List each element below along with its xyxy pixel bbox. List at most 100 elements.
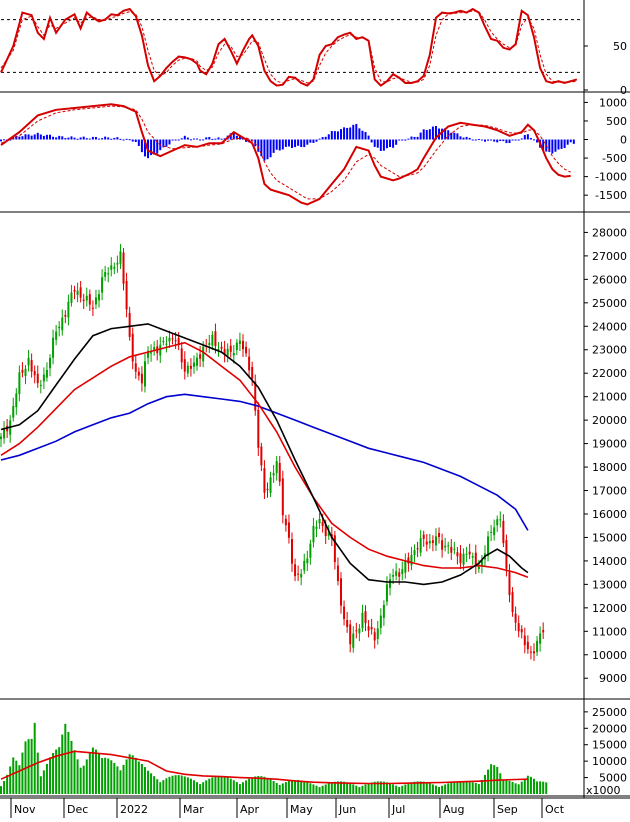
volume-bar: [107, 758, 110, 794]
macd-histogram-bar: [168, 139, 171, 145]
price-candle-body: [52, 337, 55, 358]
price-candle-body: [150, 352, 153, 354]
price-y-tick-label: 26000: [592, 273, 627, 286]
macd-histogram-bar: [171, 139, 174, 141]
price-candle-body: [269, 477, 272, 493]
volume-bar: [245, 780, 248, 794]
volume-bar: [232, 780, 235, 794]
macd-histogram-bar: [569, 139, 572, 143]
volume-bar: [208, 778, 211, 794]
macd-histogram-bar: [15, 135, 18, 140]
macd-histogram-bar: [85, 138, 88, 140]
x-tick-label: Apr: [240, 803, 260, 816]
price-candle-body: [91, 307, 94, 309]
price-candle-body: [318, 518, 321, 524]
price-candle-body: [487, 536, 490, 557]
volume-bar: [122, 764, 125, 794]
macd-histogram-bar: [514, 139, 517, 141]
price-candle-body: [15, 393, 18, 408]
volume-bar: [180, 775, 183, 794]
price-y-tick-label: 14000: [592, 555, 627, 568]
macd-histogram-bar: [303, 139, 306, 148]
volume-bar: [474, 782, 477, 794]
price-candle-body: [496, 519, 499, 526]
volume-bar: [361, 785, 364, 794]
macd-histogram-bar: [392, 139, 395, 148]
macd-y-tick-label: 0: [620, 134, 627, 147]
price-candle-body: [177, 337, 180, 345]
price-candle-body: [480, 560, 483, 566]
macd-histogram-bar: [483, 139, 486, 142]
price-candle-body: [70, 292, 73, 303]
macd-histogram-bar: [536, 139, 539, 143]
macd-histogram-bar: [220, 138, 223, 140]
volume-bar: [493, 765, 496, 794]
macd-histogram-bar: [70, 136, 73, 140]
macd-histogram-bar: [379, 139, 382, 151]
volume-bar: [137, 761, 140, 794]
macd-histogram-bar: [88, 138, 91, 140]
macd-histogram-bar: [551, 139, 554, 154]
macd-histogram-bar: [94, 136, 97, 140]
volume-bar: [511, 781, 514, 794]
price-candle-body: [539, 633, 542, 644]
macd-histogram-bar: [309, 139, 312, 143]
price-candle-body: [493, 527, 496, 536]
volume-bar: [477, 784, 480, 794]
volume-bar: [140, 763, 143, 794]
price-candle-body: [438, 532, 441, 537]
macd-histogram-bar: [330, 131, 333, 140]
macd-histogram-bar: [511, 139, 514, 141]
volume-bar: [125, 759, 128, 794]
macd-histogram-bar: [116, 137, 119, 140]
volume-bar: [419, 781, 422, 794]
macd-histogram-bar: [223, 138, 226, 140]
macd-histogram-bar: [241, 138, 244, 140]
macd-histogram-bar: [287, 139, 290, 147]
macd-histogram-bar: [413, 136, 416, 140]
macd-histogram-bar: [263, 139, 266, 161]
price-candle-body: [189, 365, 192, 369]
price-candle-body: [263, 468, 266, 493]
volume-bar: [291, 780, 293, 794]
price-candle-body: [287, 522, 290, 538]
price-candle-body: [416, 548, 419, 550]
price-candle-body: [300, 573, 303, 578]
macd-histogram-bar: [174, 139, 177, 141]
volume-bar: [346, 782, 349, 794]
volume-bar: [318, 787, 321, 794]
price-candle-body: [245, 346, 248, 354]
price-candle-body: [431, 540, 434, 544]
macd-histogram-bar: [557, 139, 560, 150]
volume-bar: [177, 775, 180, 794]
price-candle-body: [499, 519, 502, 521]
volume-y-tick-label: 10000: [592, 755, 627, 768]
volume-y-tick-label: 20000: [592, 722, 627, 735]
price-candle-body: [168, 337, 171, 342]
volume-bar: [143, 767, 146, 794]
volume-bar: [128, 754, 131, 794]
macd-histogram-bar: [450, 132, 453, 140]
volume-bar: [36, 752, 39, 794]
volume-bar: [61, 734, 64, 794]
macd-histogram-bar: [327, 134, 330, 140]
volume-bar: [171, 775, 174, 794]
macd-histogram-bar: [324, 136, 327, 140]
macd-histogram-bar: [260, 139, 263, 157]
volume-bar: [459, 781, 462, 794]
price-candle-body: [428, 540, 431, 544]
macd-histogram-bar: [306, 139, 309, 145]
macd-histogram-bar: [563, 139, 566, 149]
volume-bar: [110, 760, 113, 794]
price-candle-body: [459, 553, 462, 563]
volume-bar: [64, 723, 67, 794]
price-candle-body: [42, 374, 45, 382]
macd-histogram-bar: [477, 138, 480, 140]
macd-histogram-bar: [12, 137, 15, 140]
macd-histogram-bar: [91, 136, 94, 140]
price-y-tick-label: 16000: [592, 508, 627, 521]
price-candle-body: [398, 572, 401, 577]
macd-histogram-bar: [52, 136, 55, 140]
macd-histogram-bar: [431, 126, 434, 140]
